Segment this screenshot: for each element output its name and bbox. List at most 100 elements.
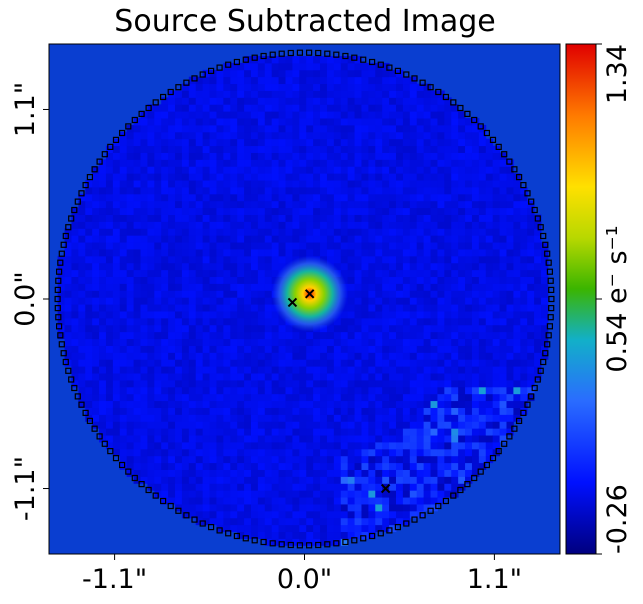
pixel xyxy=(485,324,494,333)
pixel xyxy=(320,207,328,215)
pixel xyxy=(209,235,217,243)
pixel xyxy=(92,345,100,353)
pixel xyxy=(250,180,259,188)
pixel xyxy=(375,435,383,443)
pixel xyxy=(320,400,328,408)
pixel xyxy=(168,393,176,402)
pixel xyxy=(513,393,521,402)
pixel xyxy=(506,269,514,278)
pixel xyxy=(175,104,183,112)
pixel xyxy=(161,255,169,264)
pixel xyxy=(209,510,217,519)
pixel xyxy=(375,476,383,484)
pixel xyxy=(478,462,487,470)
pixel xyxy=(513,242,521,250)
pixel xyxy=(285,476,293,484)
pixel xyxy=(520,228,528,236)
pixel xyxy=(257,311,266,319)
pixel xyxy=(188,352,197,360)
pixel xyxy=(444,373,452,381)
pixel xyxy=(271,352,280,360)
pixel xyxy=(99,228,107,236)
pixel xyxy=(458,331,466,340)
pixel xyxy=(257,379,266,388)
pixel xyxy=(112,352,121,360)
pixel xyxy=(181,118,190,126)
pixel xyxy=(313,90,321,98)
pixel xyxy=(202,366,210,374)
pixel xyxy=(230,393,238,402)
pixel xyxy=(354,531,362,539)
pixel xyxy=(451,262,459,271)
pixel xyxy=(541,242,549,250)
pixel xyxy=(409,249,418,257)
pixel xyxy=(278,373,286,381)
pixel xyxy=(78,331,86,340)
pixel xyxy=(416,304,425,312)
pixel xyxy=(161,104,169,112)
pixel xyxy=(444,483,452,491)
pixel xyxy=(313,517,321,526)
pixel xyxy=(161,414,169,422)
pixel xyxy=(230,297,238,305)
pixel xyxy=(396,97,404,105)
pixel xyxy=(471,118,480,126)
pixel xyxy=(271,379,280,388)
pixel xyxy=(340,517,349,526)
pixel xyxy=(237,111,245,119)
pixel xyxy=(140,331,148,340)
pixel xyxy=(471,428,480,436)
pixel xyxy=(368,524,376,533)
pixel xyxy=(202,221,210,229)
pixel xyxy=(423,359,431,367)
pixel xyxy=(326,324,335,333)
pixel xyxy=(478,455,487,464)
pixel xyxy=(250,235,259,243)
pixel xyxy=(209,448,217,457)
pixel xyxy=(320,359,328,367)
pixel xyxy=(458,442,466,450)
pixel xyxy=(471,145,480,153)
pixel xyxy=(223,331,231,340)
pixel xyxy=(209,207,217,215)
pixel xyxy=(285,469,293,477)
pixel xyxy=(368,262,376,271)
pixel xyxy=(292,490,300,498)
pixel xyxy=(147,262,155,271)
pixel xyxy=(465,200,473,209)
pixel xyxy=(244,524,252,533)
pixel xyxy=(181,455,190,464)
pixel xyxy=(292,483,300,491)
pixel xyxy=(292,56,300,64)
pixel xyxy=(382,331,390,340)
pixel xyxy=(168,304,176,312)
pixel xyxy=(320,386,328,395)
pixel xyxy=(465,455,473,464)
pixel xyxy=(465,193,473,202)
pixel xyxy=(112,448,121,457)
pixel xyxy=(250,517,259,526)
pixel xyxy=(402,83,411,91)
pixel xyxy=(402,462,411,470)
pixel xyxy=(416,359,425,367)
pixel xyxy=(520,193,528,202)
pixel xyxy=(154,173,162,181)
pixel xyxy=(85,345,93,353)
pixel xyxy=(396,317,404,326)
pixel xyxy=(264,386,273,395)
pixel xyxy=(292,421,300,429)
pixel xyxy=(402,111,411,119)
pixel xyxy=(140,193,148,202)
pixel xyxy=(492,249,500,257)
pixel xyxy=(402,373,411,381)
pixel xyxy=(299,345,307,353)
pixel xyxy=(320,83,328,91)
pixel xyxy=(154,193,162,202)
pixel xyxy=(409,283,418,291)
pixel xyxy=(326,118,335,126)
pixel xyxy=(285,352,293,360)
pixel xyxy=(223,324,231,333)
pixel xyxy=(506,193,514,202)
pixel xyxy=(340,104,349,112)
pixel xyxy=(347,269,355,278)
